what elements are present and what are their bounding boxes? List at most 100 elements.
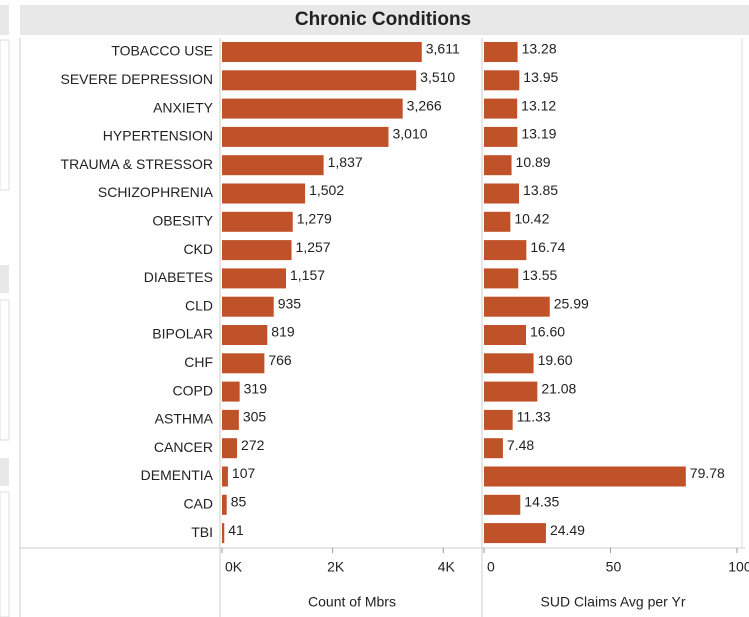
category-label: TBI xyxy=(191,524,213,540)
value-label: 1,157 xyxy=(290,267,325,283)
bar xyxy=(222,155,324,176)
category-label: HYPERTENSION xyxy=(103,128,213,144)
category-label: DEMENTIA xyxy=(141,467,214,483)
value-label: 766 xyxy=(268,352,292,368)
value-label: 107 xyxy=(232,465,256,481)
value-label: 41 xyxy=(228,522,244,538)
value-label: 11.33 xyxy=(517,409,551,425)
side-panel-header xyxy=(0,458,9,486)
value-label: 319 xyxy=(244,380,268,396)
x-tick-label: 0K xyxy=(225,559,243,575)
bar xyxy=(484,494,521,515)
value-label: 1,279 xyxy=(297,211,332,227)
side-panel-header xyxy=(0,5,9,35)
category-label: CKD xyxy=(183,241,213,257)
bar xyxy=(484,466,686,487)
value-label: 85 xyxy=(231,494,247,510)
category-label: COPD xyxy=(173,382,213,398)
category-label: CAD xyxy=(183,496,213,512)
category-label: CANCER xyxy=(154,439,213,455)
bar xyxy=(222,98,403,119)
value-label: 14.35 xyxy=(524,494,559,510)
bar xyxy=(222,494,227,515)
value-label: 13.19 xyxy=(521,126,556,142)
x-tick-label: 0 xyxy=(487,559,495,575)
value-label: 25.99 xyxy=(554,295,589,311)
category-label: SEVERE DEPRESSION xyxy=(61,71,214,87)
bar xyxy=(484,296,550,317)
header-band xyxy=(20,5,749,35)
bar xyxy=(484,155,512,176)
bar xyxy=(484,438,503,459)
value-label: 935 xyxy=(278,295,302,311)
value-label: 16.60 xyxy=(530,324,565,340)
bar xyxy=(222,126,389,147)
value-label: 13.85 xyxy=(523,182,558,198)
value-label: 819 xyxy=(271,324,295,340)
category-label: OBESITY xyxy=(152,213,213,229)
side-panel-header xyxy=(0,265,9,293)
bar xyxy=(222,42,422,62)
category-label: CHF xyxy=(184,354,213,370)
category-label: DIABETES xyxy=(144,269,213,285)
side-panel xyxy=(0,299,10,441)
value-label: 3,010 xyxy=(393,126,428,142)
bar xyxy=(222,409,239,430)
bar xyxy=(484,126,518,147)
value-label: 1,502 xyxy=(309,182,344,198)
bar xyxy=(222,523,225,544)
bar xyxy=(484,211,511,232)
bar xyxy=(484,381,538,402)
value-label: 19.60 xyxy=(538,352,573,368)
bar xyxy=(484,98,518,119)
x-tick-label: 50 xyxy=(606,559,622,575)
axis-title: SUD Claims Avg per Yr xyxy=(541,594,686,610)
value-label: 10.42 xyxy=(514,211,549,227)
value-label: 7.48 xyxy=(507,437,534,453)
bar xyxy=(222,381,240,402)
bar xyxy=(484,409,513,430)
value-label: 3,611 xyxy=(426,41,460,57)
category-label: ASTHMA xyxy=(155,411,214,427)
bar xyxy=(484,70,520,91)
category-label: BIPOLAR xyxy=(152,326,213,342)
bar xyxy=(222,211,293,232)
value-label: 305 xyxy=(243,409,267,425)
value-label: 13.95 xyxy=(523,69,558,85)
value-label: 16.74 xyxy=(530,239,565,255)
value-label: 10.89 xyxy=(516,154,551,170)
bar xyxy=(222,268,287,289)
value-label: 13.12 xyxy=(521,97,556,113)
axis-title: Count of Mbrs xyxy=(308,594,396,610)
bar xyxy=(484,268,519,289)
value-label: 1,837 xyxy=(328,154,363,170)
side-panel xyxy=(0,491,10,617)
bar xyxy=(222,325,268,345)
value-label: 3,510 xyxy=(420,69,455,85)
value-label: 272 xyxy=(241,437,265,453)
bar xyxy=(222,438,238,459)
chart-title: Chronic Conditions xyxy=(295,9,471,30)
bar xyxy=(484,353,534,374)
bar xyxy=(222,353,265,374)
bar xyxy=(222,466,228,487)
x-tick-label: 4K xyxy=(438,559,456,575)
side-panel xyxy=(0,39,10,191)
bar xyxy=(222,70,417,91)
value-label: 79.78 xyxy=(690,465,725,481)
value-label: 3,266 xyxy=(407,97,442,113)
bar xyxy=(484,325,526,345)
bar xyxy=(222,183,306,204)
category-label: ANXIETY xyxy=(153,99,214,115)
bar xyxy=(484,523,546,544)
value-label: 21.08 xyxy=(541,380,576,396)
category-label: CLD xyxy=(185,297,213,313)
value-label: 13.28 xyxy=(522,41,557,57)
value-label: 1,257 xyxy=(296,239,331,255)
category-label: TOBACCO USE xyxy=(111,43,213,59)
bar xyxy=(484,183,520,204)
bar xyxy=(222,240,292,261)
category-label: TRAUMA & STRESSOR xyxy=(61,156,213,172)
category-label: SCHIZOPHRENIA xyxy=(98,184,214,200)
value-label: 24.49 xyxy=(550,522,585,538)
